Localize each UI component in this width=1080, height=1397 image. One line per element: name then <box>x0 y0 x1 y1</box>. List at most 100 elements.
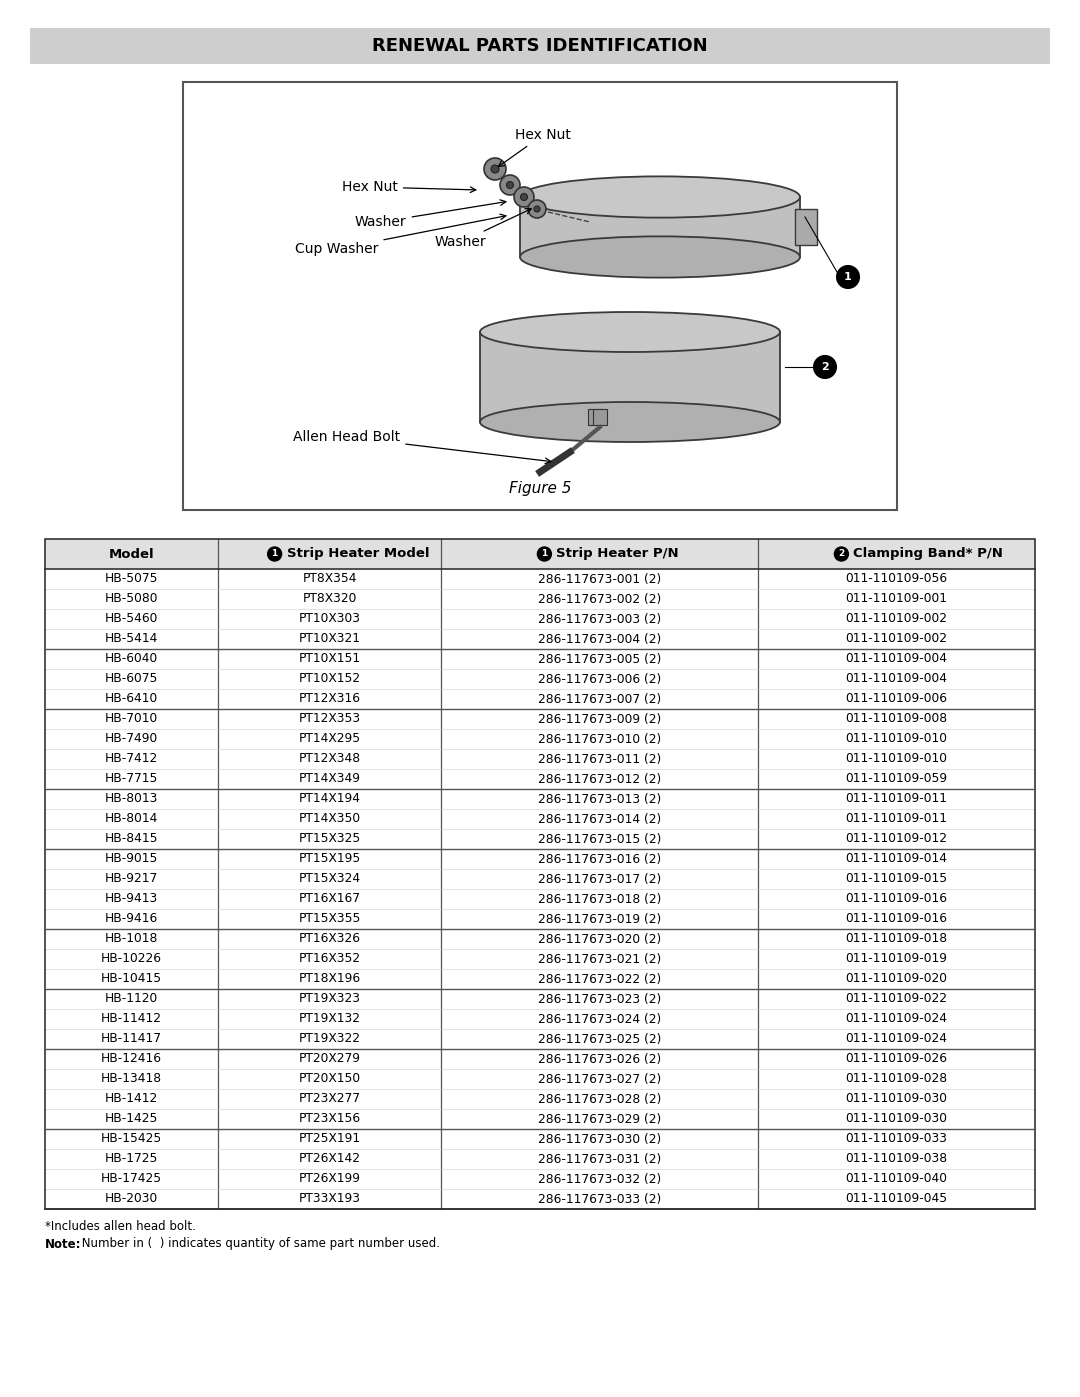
Text: PT15X324: PT15X324 <box>298 873 361 886</box>
Text: PT8X354: PT8X354 <box>302 573 356 585</box>
Text: 286-117673-021 (2): 286-117673-021 (2) <box>538 953 661 965</box>
Text: 011-110109-059: 011-110109-059 <box>846 773 947 785</box>
Text: HB-6410: HB-6410 <box>105 693 159 705</box>
Text: 011-110109-002: 011-110109-002 <box>846 633 947 645</box>
Text: 286-117673-019 (2): 286-117673-019 (2) <box>538 912 661 925</box>
Text: 011-110109-045: 011-110109-045 <box>846 1193 947 1206</box>
Text: Strip Heater Model: Strip Heater Model <box>286 548 429 560</box>
Text: HB-17425: HB-17425 <box>102 1172 162 1186</box>
Text: HB-10226: HB-10226 <box>102 953 162 965</box>
Text: 011-110109-008: 011-110109-008 <box>846 712 947 725</box>
Text: PT12X316: PT12X316 <box>299 693 361 705</box>
Text: PT14X194: PT14X194 <box>299 792 361 806</box>
Text: 286-117673-022 (2): 286-117673-022 (2) <box>538 972 661 985</box>
Circle shape <box>534 205 540 212</box>
Text: HB-13418: HB-13418 <box>102 1073 162 1085</box>
Text: HB-11412: HB-11412 <box>102 1013 162 1025</box>
Ellipse shape <box>519 176 800 218</box>
Text: 286-117673-024 (2): 286-117673-024 (2) <box>538 1013 661 1025</box>
Bar <box>45 539 1035 569</box>
Text: 286-117673-032 (2): 286-117673-032 (2) <box>538 1172 661 1186</box>
Text: Number in (  ) indicates quantity of same part number used.: Number in ( ) indicates quantity of same… <box>78 1238 440 1250</box>
Text: Note:: Note: <box>45 1238 81 1250</box>
Text: HB-5075: HB-5075 <box>105 573 159 585</box>
Text: HB-8014: HB-8014 <box>105 813 159 826</box>
Text: 286-117673-033 (2): 286-117673-033 (2) <box>538 1193 661 1206</box>
Text: PT14X350: PT14X350 <box>298 813 361 826</box>
Text: Hex Nut: Hex Nut <box>342 180 476 194</box>
Text: PT33X193: PT33X193 <box>299 1193 361 1206</box>
Text: Clamping Band* P/N: Clamping Band* P/N <box>853 548 1003 560</box>
Text: HB-5460: HB-5460 <box>105 612 159 626</box>
Text: 011-110109-038: 011-110109-038 <box>846 1153 947 1165</box>
Text: PT10X303: PT10X303 <box>299 612 361 626</box>
Text: 286-117673-025 (2): 286-117673-025 (2) <box>538 1032 661 1045</box>
Text: HB-9413: HB-9413 <box>105 893 159 905</box>
Text: HB-1725: HB-1725 <box>105 1153 159 1165</box>
Text: HB-6075: HB-6075 <box>105 672 159 686</box>
Text: 286-117673-028 (2): 286-117673-028 (2) <box>538 1092 661 1105</box>
Text: 286-117673-005 (2): 286-117673-005 (2) <box>538 652 661 665</box>
Text: PT15X325: PT15X325 <box>298 833 361 845</box>
Text: HB-7490: HB-7490 <box>105 732 159 746</box>
Text: 011-110109-030: 011-110109-030 <box>846 1092 947 1105</box>
Bar <box>45 539 1035 1208</box>
Text: PT23X156: PT23X156 <box>298 1112 361 1126</box>
Text: HB-9015: HB-9015 <box>105 852 159 866</box>
Text: HB-11417: HB-11417 <box>102 1032 162 1045</box>
Text: 011-110109-002: 011-110109-002 <box>846 612 947 626</box>
Text: 286-117673-011 (2): 286-117673-011 (2) <box>538 753 661 766</box>
Ellipse shape <box>480 402 780 441</box>
Circle shape <box>521 194 527 201</box>
Circle shape <box>500 175 519 196</box>
Text: 011-110109-011: 011-110109-011 <box>846 792 947 806</box>
Circle shape <box>814 356 836 379</box>
Circle shape <box>528 200 546 218</box>
Circle shape <box>507 182 513 189</box>
Text: HB-5414: HB-5414 <box>105 633 159 645</box>
Text: PT16X326: PT16X326 <box>299 933 361 946</box>
Text: HB-10415: HB-10415 <box>102 972 162 985</box>
Text: PT14X349: PT14X349 <box>299 773 361 785</box>
FancyBboxPatch shape <box>480 332 780 422</box>
Text: 1: 1 <box>541 549 548 559</box>
Text: 011-110109-016: 011-110109-016 <box>846 912 947 925</box>
Text: HB-9416: HB-9416 <box>105 912 159 925</box>
Text: 286-117673-027 (2): 286-117673-027 (2) <box>538 1073 661 1085</box>
Text: 011-110109-004: 011-110109-004 <box>846 672 947 686</box>
Text: PT25X191: PT25X191 <box>298 1133 361 1146</box>
Text: 011-110109-015: 011-110109-015 <box>846 873 947 886</box>
Text: 286-117673-016 (2): 286-117673-016 (2) <box>538 852 661 866</box>
Text: HB-7412: HB-7412 <box>105 753 159 766</box>
Text: HB-8013: HB-8013 <box>105 792 159 806</box>
Text: 011-110109-056: 011-110109-056 <box>846 573 947 585</box>
Text: PT14X295: PT14X295 <box>298 732 361 746</box>
Text: 011-110109-033: 011-110109-033 <box>846 1133 947 1146</box>
Text: 286-117673-007 (2): 286-117673-007 (2) <box>538 693 661 705</box>
Text: HB-15425: HB-15425 <box>102 1133 162 1146</box>
Text: 011-110109-020: 011-110109-020 <box>846 972 947 985</box>
Ellipse shape <box>519 236 800 278</box>
Bar <box>588 409 602 425</box>
Text: 011-110109-016: 011-110109-016 <box>846 893 947 905</box>
Circle shape <box>514 187 534 207</box>
Text: 286-117673-002 (2): 286-117673-002 (2) <box>538 592 661 605</box>
Text: PT26X199: PT26X199 <box>299 1172 361 1186</box>
Text: 286-117673-006 (2): 286-117673-006 (2) <box>538 672 661 686</box>
Text: 286-117673-023 (2): 286-117673-023 (2) <box>538 992 661 1006</box>
Text: 286-117673-012 (2): 286-117673-012 (2) <box>538 773 661 785</box>
Text: HB-1018: HB-1018 <box>105 933 159 946</box>
Text: 011-110109-026: 011-110109-026 <box>846 1052 947 1066</box>
Circle shape <box>837 265 859 288</box>
Circle shape <box>538 548 552 562</box>
Text: 286-117673-020 (2): 286-117673-020 (2) <box>538 933 661 946</box>
Text: 011-110109-006: 011-110109-006 <box>846 693 947 705</box>
Text: HB-7010: HB-7010 <box>105 712 159 725</box>
Text: 1: 1 <box>845 272 852 282</box>
Text: PT19X132: PT19X132 <box>299 1013 361 1025</box>
Text: 011-110109-004: 011-110109-004 <box>846 652 947 665</box>
Text: 286-117673-030 (2): 286-117673-030 (2) <box>538 1133 661 1146</box>
Text: 286-117673-029 (2): 286-117673-029 (2) <box>538 1112 661 1126</box>
Text: 286-117673-015 (2): 286-117673-015 (2) <box>538 833 661 845</box>
Text: PT16X167: PT16X167 <box>299 893 361 905</box>
